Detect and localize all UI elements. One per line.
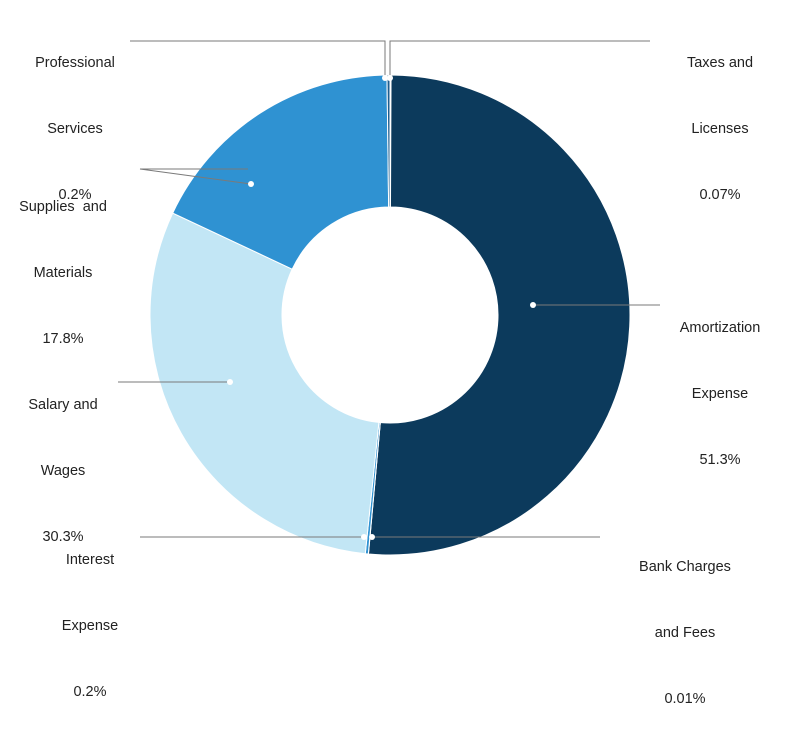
leader-dot-bank-charges-and-fees xyxy=(369,534,375,540)
leader-line-supplies-and-materials xyxy=(139,168,252,185)
label-supplies-and-materials: Supplies and Materials 17.8% xyxy=(0,152,126,394)
slice-amortization-expense xyxy=(367,74,631,556)
donut-chart: Taxes and Licenses 0.07% Amortization Ex… xyxy=(0,8,790,707)
leader-dot-taxes-and-licenses xyxy=(387,75,393,81)
leader-dot-professional-services xyxy=(382,75,388,81)
label-amortization-expense: Amortization Expense 51.3% xyxy=(650,273,790,515)
slice-professional-services xyxy=(386,74,391,208)
slice-supplies-and-materials xyxy=(172,74,390,270)
label-interest-line2: Expense xyxy=(61,618,119,634)
label-taxes-value: 0.07% xyxy=(699,187,741,203)
label-amortization-line1: Amortization xyxy=(679,320,761,336)
label-supplies-value: 17.8% xyxy=(42,331,84,347)
slice-salary-and-wages xyxy=(149,212,380,555)
label-professional-line1: Professional xyxy=(35,55,115,71)
label-supplies-line1: Supplies and xyxy=(19,199,107,215)
label-amortization-line2: Expense xyxy=(691,386,749,402)
leader-line-professional-services xyxy=(130,40,386,78)
label-salary-and-wages: Salary and Wages 30.3% xyxy=(0,350,126,592)
leader-dot-supplies-and-materials xyxy=(248,181,254,187)
label-taxes-and-licenses: Taxes and Licenses 0.07% xyxy=(650,8,790,250)
label-professional-line2: Services xyxy=(47,121,103,137)
donut-svg xyxy=(118,40,660,556)
label-professional-services: Professional Services 0.2% xyxy=(0,8,150,250)
label-bank-line2: and Fees xyxy=(654,625,716,641)
label-amortization-value: 51.3% xyxy=(699,452,741,468)
leader-line-taxes-and-licenses xyxy=(389,40,650,78)
label-interest-value: 0.2% xyxy=(73,684,107,700)
label-taxes-line2: Licenses xyxy=(691,121,749,137)
label-bank-charges-and-fees: Bank Charges and Fees 0.01% xyxy=(615,512,755,754)
label-supplies-line2: Materials xyxy=(33,265,93,281)
label-interest-line1: Interest xyxy=(65,552,115,568)
label-bank-line1: Bank Charges xyxy=(639,559,731,575)
label-taxes-line1: Taxes and xyxy=(686,55,754,71)
label-salary-line1: Salary and xyxy=(28,397,98,413)
label-salary-value: 30.3% xyxy=(42,529,84,545)
label-professional-value: 0.2% xyxy=(58,187,92,203)
leader-dot-amortization-expense xyxy=(530,302,536,308)
leader-dot-interest-expense xyxy=(361,534,367,540)
leader-dot-salary-and-wages xyxy=(227,379,233,385)
label-salary-line2: Wages xyxy=(40,463,86,479)
label-bank-value: 0.01% xyxy=(664,691,706,707)
